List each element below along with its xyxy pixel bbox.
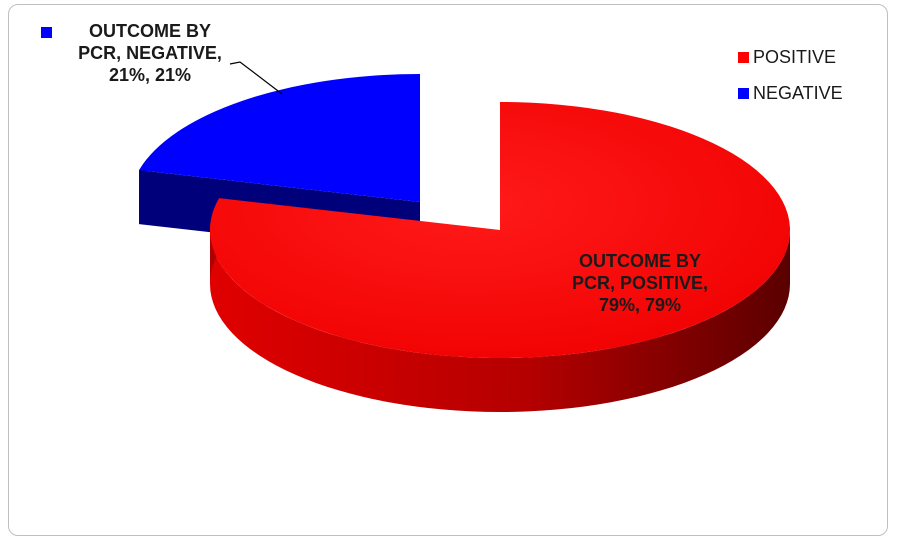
positive-slice-side [210, 230, 790, 412]
pie-slices [139, 74, 791, 412]
positive-slice [210, 102, 791, 358]
negative-slice [139, 74, 420, 202]
legend: POSITIVE NEGATIVE [738, 46, 843, 118]
negative-label-leader-line [229, 61, 283, 95]
legend-item-negative: NEGATIVE [738, 82, 843, 104]
negative-data-label: OUTCOME BY PCR, NEGATIVE, 21%, 21% [78, 21, 222, 85]
positive-data-label: OUTCOME BY PCR, POSITIVE, 79%, 79% [571, 251, 709, 315]
legend-label-positive: POSITIVE [753, 46, 837, 67]
legend-swatch-negative [738, 87, 749, 99]
legend-swatch-positive [738, 51, 749, 63]
negative-label-marker [41, 27, 52, 38]
legend-label-negative: NEGATIVE [753, 82, 843, 103]
legend-item-positive: POSITIVE [738, 46, 843, 68]
